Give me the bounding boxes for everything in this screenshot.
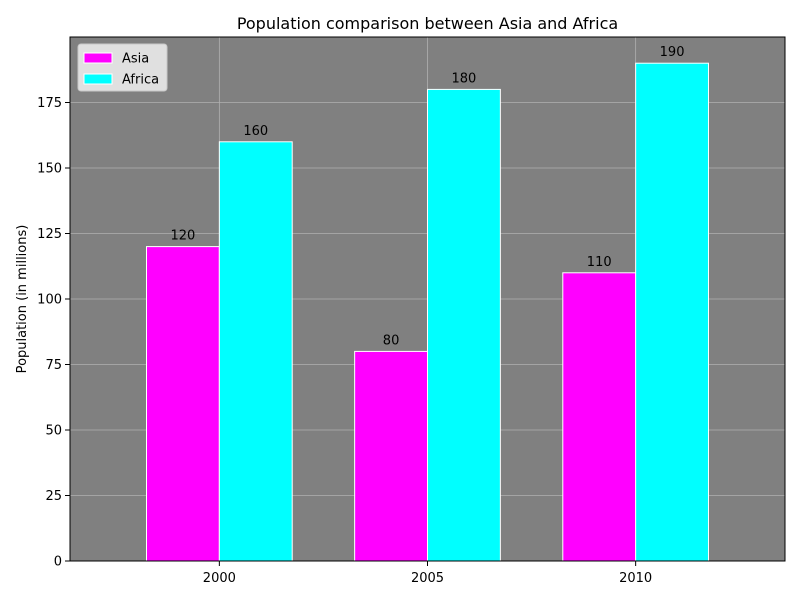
data-label: 110 [587, 255, 612, 270]
data-labels: 120 80 110 160 180 190 [171, 45, 685, 348]
x-tick-label: 2005 [411, 571, 444, 586]
bar-asia [562, 272, 637, 562]
bar-asia [145, 246, 220, 562]
y-axis-label: Population (in millions) [15, 225, 30, 374]
bars [145, 62, 710, 562]
legend: Asia Africa [77, 43, 168, 92]
y-tick-label: 175 [37, 96, 62, 111]
bar-africa [218, 141, 293, 562]
legend-label-africa: Africa [122, 73, 159, 88]
bar-asia [354, 350, 428, 562]
legend-swatch-asia [83, 52, 113, 64]
y-tick-label: 25 [45, 489, 62, 504]
data-label: 180 [452, 71, 477, 86]
bar-africa [635, 62, 710, 562]
data-label: 120 [171, 229, 196, 244]
legend-label-asia: Asia [122, 52, 149, 67]
x-axis: 2000 2005 2010 [203, 561, 652, 586]
data-label: 190 [660, 45, 685, 60]
y-tick-label: 75 [45, 358, 62, 373]
x-tick-label: 2010 [619, 571, 652, 586]
y-tick-label: 100 [37, 293, 62, 308]
bar-africa [427, 88, 501, 562]
chart-title: Population comparison between Asia and A… [237, 14, 618, 33]
y-tick-label: 50 [45, 424, 62, 439]
y-axis: 0 25 50 75 100 125 150 175 [37, 96, 70, 570]
y-tick-label: 125 [37, 227, 62, 242]
y-tick-label: 0 [54, 555, 62, 570]
x-tick-label: 2000 [203, 571, 236, 586]
data-label: 160 [243, 124, 268, 139]
legend-swatch-africa [83, 73, 113, 85]
data-label: 80 [383, 333, 400, 348]
y-tick-label: 150 [37, 162, 62, 177]
